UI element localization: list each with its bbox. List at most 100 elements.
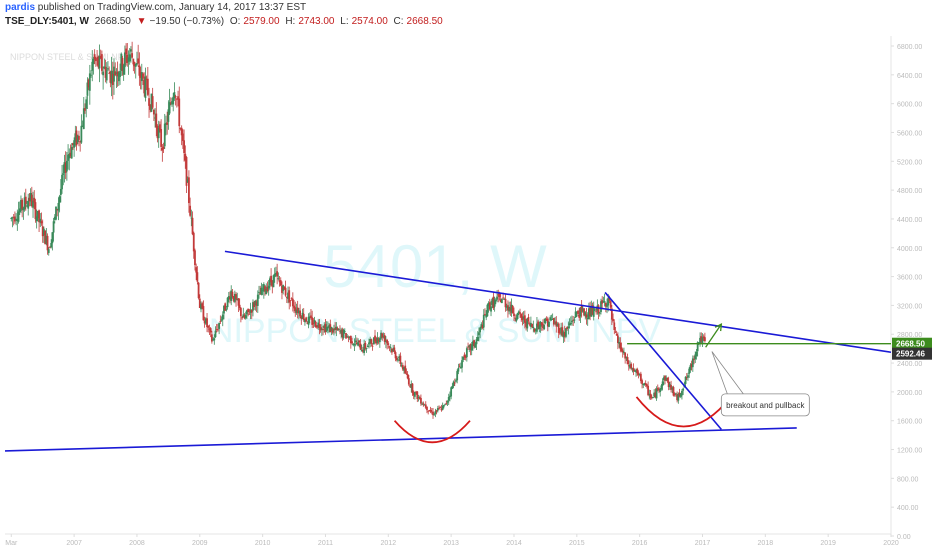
- candle-body: [641, 380, 643, 384]
- candle-body: [102, 71, 105, 76]
- candle-body: [517, 311, 520, 314]
- candle-body: [620, 347, 623, 352]
- candle-body: [218, 322, 221, 329]
- candle-body: [357, 342, 359, 346]
- candle-body: [267, 285, 270, 289]
- x-tick-label: 2012: [381, 540, 397, 547]
- candle-body: [334, 328, 337, 330]
- candle-body: [636, 368, 639, 374]
- candle-body: [151, 96, 154, 108]
- candle-body: [587, 308, 590, 320]
- candle-body: [444, 403, 446, 405]
- candle-body: [513, 313, 515, 317]
- candle-body: [441, 405, 444, 410]
- candle-body: [400, 365, 403, 367]
- candle-body: [17, 211, 20, 222]
- candle-body: [171, 101, 173, 105]
- candle-body: [154, 117, 156, 119]
- candle-body: [39, 218, 42, 223]
- high-label: H:: [285, 16, 296, 27]
- candle-body: [343, 330, 346, 332]
- candle-body: [366, 345, 369, 348]
- candle-body: [307, 316, 310, 325]
- symbol-label[interactable]: TSE_DLY:5401, W: [5, 16, 89, 27]
- y-tick-label: 1600.00: [897, 419, 922, 426]
- open-value: 2579.00: [243, 16, 280, 27]
- candle-body: [172, 96, 175, 105]
- candle-body: [59, 188, 62, 196]
- candle-body: [148, 98, 150, 106]
- candle-body: [122, 65, 125, 75]
- candle-body: [72, 143, 74, 146]
- candle-body: [74, 133, 77, 142]
- candle-body: [567, 326, 570, 329]
- y-tick-label: 5200.00: [897, 159, 922, 166]
- candle-body: [99, 56, 102, 58]
- candle-body: [355, 342, 358, 345]
- candle-body: [337, 328, 340, 330]
- x-tick-label: 2008: [129, 540, 145, 547]
- candle-body: [401, 365, 404, 370]
- candle-body: [543, 325, 546, 330]
- candle-body: [281, 285, 283, 293]
- candle-body: [508, 306, 511, 312]
- candle-body: [673, 394, 676, 396]
- candle-body: [380, 332, 382, 339]
- candle-body: [459, 367, 462, 369]
- candle-body: [623, 351, 625, 354]
- x-tick-label: 2007: [66, 540, 82, 547]
- candle-body: [540, 322, 543, 325]
- candle-body: [404, 365, 407, 374]
- candle-body: [168, 102, 171, 114]
- candle-body: [412, 392, 415, 396]
- candle-body: [413, 391, 416, 397]
- candle-body: [339, 330, 341, 332]
- candle-body: [324, 324, 327, 332]
- candle-body: [662, 377, 665, 381]
- candle-body: [671, 387, 674, 390]
- x-tick-label: 2016: [632, 540, 648, 547]
- candle-body: [365, 347, 368, 349]
- candle-body: [523, 315, 526, 323]
- candle-body: [10, 217, 13, 220]
- candle-body: [473, 340, 476, 347]
- candle-body: [179, 128, 182, 130]
- candle-body: [654, 392, 657, 398]
- candle-body: [447, 397, 450, 401]
- candle-body: [270, 275, 272, 283]
- candle-body: [312, 322, 315, 325]
- candle-body: [695, 352, 698, 357]
- candle-body: [378, 338, 381, 343]
- candle-body: [526, 318, 529, 329]
- candle-body: [56, 209, 59, 211]
- candle-body: [293, 305, 295, 309]
- candle-body: [505, 306, 508, 308]
- candle-body: [266, 286, 269, 292]
- candle-body: [20, 200, 22, 211]
- candle-body: [704, 337, 706, 342]
- candle-body: [136, 63, 138, 65]
- candle-body: [697, 342, 700, 343]
- candle-body: [583, 308, 585, 316]
- candle-body: [174, 96, 177, 98]
- candle-body: [675, 393, 677, 395]
- candle-body: [250, 309, 253, 313]
- candle-body: [51, 232, 54, 244]
- candle-body: [612, 318, 614, 322]
- candle-body: [491, 298, 494, 305]
- candle-body: [140, 72, 143, 82]
- candle-body: [62, 173, 65, 175]
- candle-body: [529, 322, 532, 327]
- candle-body: [165, 122, 167, 125]
- candle-body: [79, 141, 82, 143]
- author-link[interactable]: pardis: [5, 2, 36, 13]
- candle-body: [474, 343, 477, 348]
- candle-body: [198, 298, 201, 309]
- candle-body: [668, 384, 671, 388]
- candle-body: [204, 318, 207, 324]
- candle-body: [127, 57, 130, 62]
- candle-body: [302, 313, 305, 320]
- candle-body: [584, 312, 587, 316]
- candle-body: [520, 314, 523, 318]
